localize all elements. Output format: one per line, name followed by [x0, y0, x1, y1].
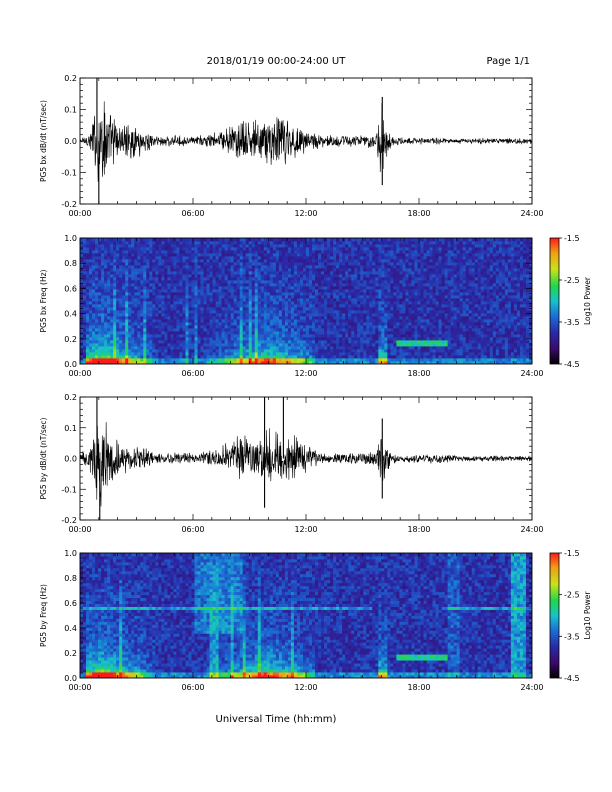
x-tick-label: 18:00: [407, 525, 430, 534]
y-tick-label: -0.1: [61, 485, 77, 494]
y-tick-label: 0.0: [64, 674, 77, 683]
colorbar: [549, 552, 560, 679]
y-tick-label: 0.2: [64, 649, 77, 658]
y-tick-label: 0.2: [64, 393, 77, 402]
y-tick-label: -0.1: [61, 169, 77, 178]
x-tick-label: 00:00: [68, 369, 91, 378]
x-tick-label: 12:00: [294, 683, 317, 692]
y-tick-label: 0.8: [64, 574, 77, 583]
y-tick-label: 0.4: [64, 310, 77, 319]
y-tick-label: 1.0: [64, 549, 77, 558]
y-tick-label: -0.2: [61, 200, 77, 209]
x-tick-label: 00:00: [68, 525, 91, 534]
waveform-trace: [80, 101, 532, 182]
panel-1: 00:00 06:00 12:00 18:00 24:00 0.2 0.1 0.0 -0.1 -0…: [39, 74, 544, 218]
panel-3: 00:00 06:00 12:00 18:00 24:00 0.2 0.1 0.0 -0.1 -0…: [39, 393, 544, 534]
colorbar-label: Log10 Power: [583, 591, 592, 640]
spectrogram-cells: [80, 238, 532, 364]
x-tick-label: 06:00: [181, 525, 204, 534]
x-axis-label: Universal Time (hh:mm): [216, 714, 337, 725]
x-tick-label: 12:00: [294, 525, 317, 534]
x-tick-label: 24:00: [520, 683, 543, 692]
colorbar-tick-label: -2.5: [564, 591, 580, 600]
colorbar-tick-label: -1.5: [564, 549, 580, 558]
x-tick-label: 24:00: [520, 209, 543, 218]
panel-2: -1.5 -2.5 -3.5 -4.5 Log10 Power 00:00 06:00 12:…: [39, 234, 592, 378]
spectrogram-cells: [80, 553, 532, 678]
y-tick-label: 0.0: [64, 455, 77, 464]
plot-area: [80, 238, 532, 364]
x-tick-label: 00:00: [68, 209, 91, 218]
x-tick-label: 06:00: [181, 369, 204, 378]
colorbar-tick-label: -3.5: [564, 318, 580, 327]
y-axis-label: PG5 by dB/dt (nT/sec): [39, 417, 48, 499]
y-tick-label: 0.4: [64, 624, 77, 633]
x-tick-label: 18:00: [407, 369, 430, 378]
x-tick-label: 00:00: [68, 683, 91, 692]
y-tick-label: 0.6: [64, 284, 77, 293]
y-tick-label: 0.2: [64, 335, 77, 344]
colorbar-label: Log10 Power: [583, 276, 592, 325]
x-tick-label: 12:00: [294, 369, 317, 378]
y-tick-label: -0.2: [61, 516, 77, 525]
y-axis-label: PG5 by Freq (Hz): [39, 584, 48, 647]
y-tick-label: 0.0: [64, 360, 77, 369]
plot-area: [80, 397, 532, 520]
plot-area: [80, 553, 532, 678]
y-tick-label: 0.1: [64, 106, 77, 115]
colorbar-tick-label: -4.5: [564, 674, 580, 683]
y-tick-label: 0.6: [64, 599, 77, 608]
y-axis-label: PG5 bx Freq (Hz): [39, 269, 48, 332]
header-date-range: 2018/01/19 00:00-24:00 UT: [207, 56, 347, 67]
y-tick-label: 0.2: [64, 74, 77, 83]
y-tick-label: 0.8: [64, 259, 77, 268]
colorbar-tick-label: -3.5: [564, 632, 580, 641]
colorbar-tick-label: -2.5: [564, 276, 580, 285]
x-tick-label: 06:00: [181, 683, 204, 692]
x-tick-label: 24:00: [520, 369, 543, 378]
x-tick-label: 06:00: [181, 209, 204, 218]
x-tick-label: 24:00: [520, 525, 543, 534]
y-tick-label: 0.0: [64, 137, 77, 146]
x-tick-label: 12:00: [294, 209, 317, 218]
y-tick-label: 1.0: [64, 234, 77, 243]
x-tick-label: 18:00: [407, 209, 430, 218]
x-tick-label: 18:00: [407, 683, 430, 692]
colorbar-tick-label: -1.5: [564, 234, 580, 243]
y-axis-label: PG5 bx dB/dt (nT/sec): [39, 100, 48, 182]
y-tick-label: 0.1: [64, 424, 77, 433]
panel-4: -1.5 -2.5 -3.5 -4.5 Log10 Power 00:00 06:00 12:…: [39, 549, 592, 692]
header-page-number: Page 1/1: [487, 56, 530, 67]
plot-area: [80, 78, 532, 204]
colorbar-tick-label: -4.5: [564, 360, 580, 369]
colorbar: [549, 237, 560, 365]
waveform-trace: [80, 422, 532, 507]
